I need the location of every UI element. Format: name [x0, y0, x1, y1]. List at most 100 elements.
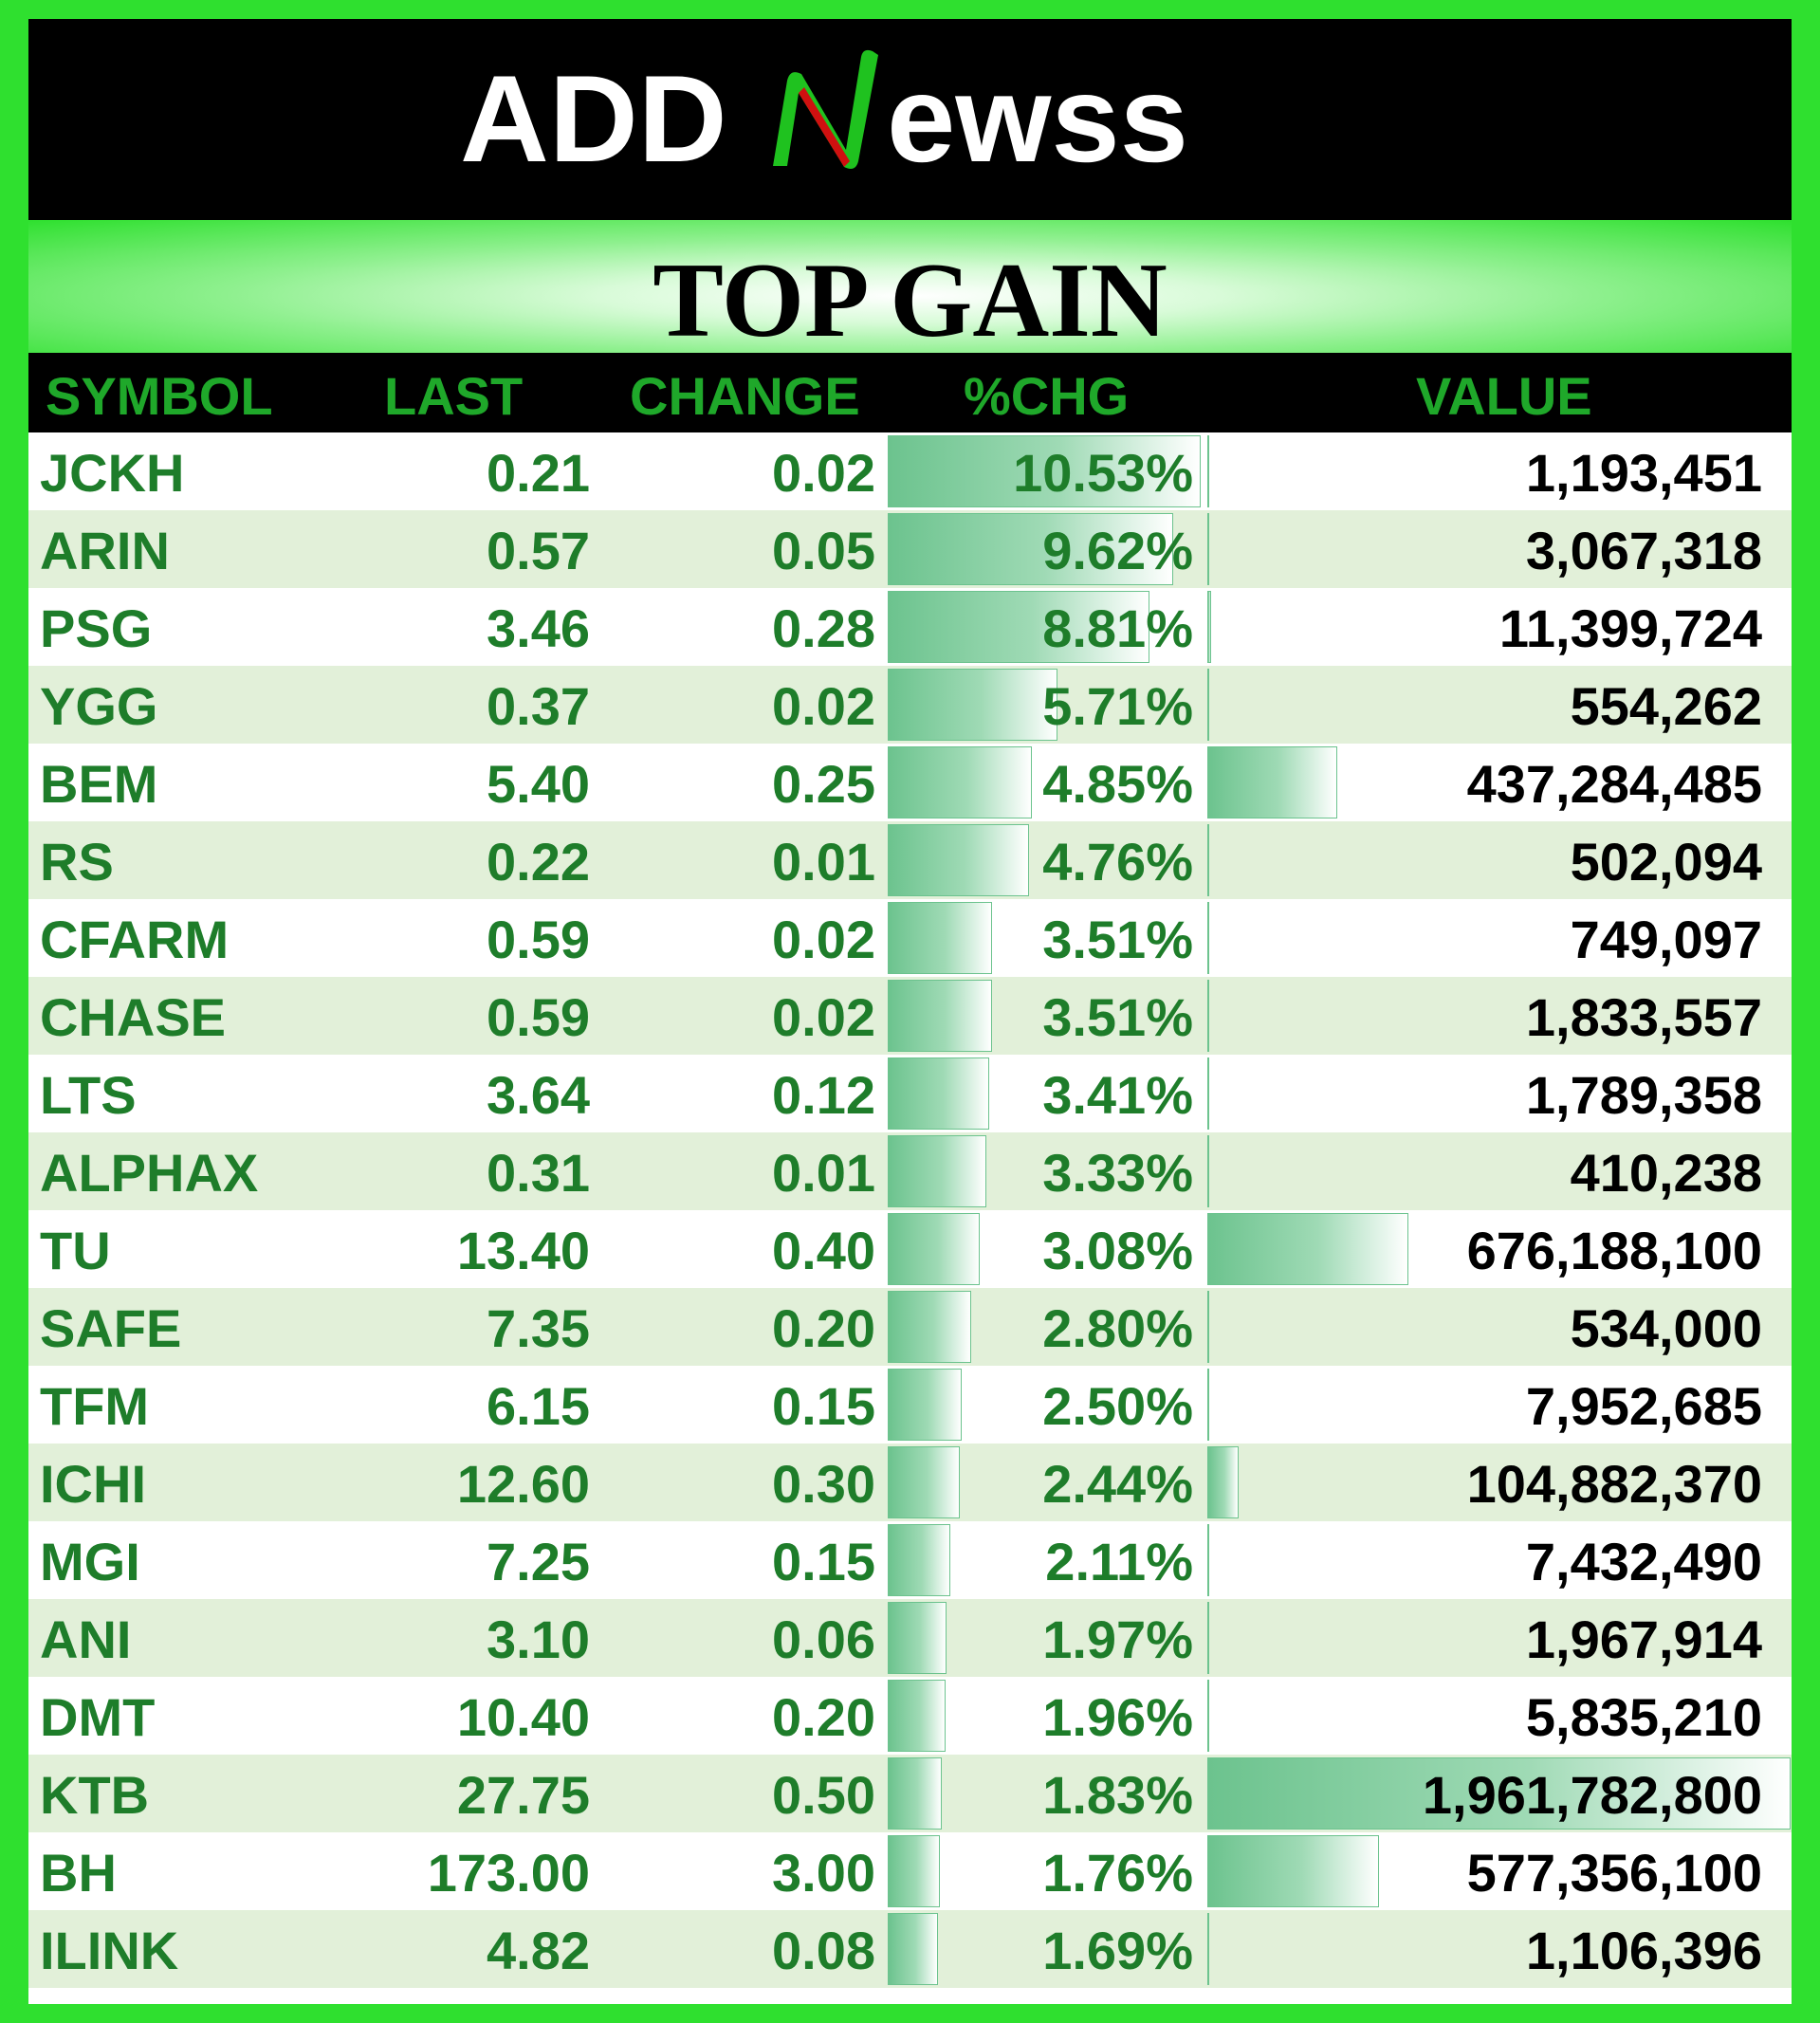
change-cell: 0.02 [772, 910, 875, 969]
last-cell: 3.46 [487, 598, 590, 658]
change-cell: 0.20 [772, 1687, 875, 1747]
table-row: ILINK 4.82 0.08 1.69% 1,106,396 [28, 1910, 1792, 1988]
symbol-cell: PSG [40, 598, 153, 658]
pct-chg-cell: 3.33% [1042, 1143, 1193, 1203]
value-data-bar [1207, 746, 1337, 818]
pct-chg-cell: 1.83% [1042, 1765, 1193, 1825]
last-cell: 3.10 [487, 1609, 590, 1669]
table-row: SAFE 7.35 0.20 2.80% 534,000 [28, 1288, 1792, 1366]
pct-chg-data-bar [888, 435, 1201, 507]
value-data-bar [1207, 1913, 1209, 1985]
last-cell: 6.15 [487, 1376, 590, 1436]
last-cell: 0.31 [487, 1143, 590, 1203]
last-cell: 7.25 [487, 1532, 590, 1591]
title-band: TOP GAIN [28, 220, 1792, 372]
pct-chg-data-bar [888, 1446, 960, 1518]
value-cell: 5,835,210 [1525, 1687, 1762, 1747]
table-row: CFARM 0.59 0.02 3.51% 749,097 [28, 899, 1792, 977]
pct-chg-cell: 3.51% [1042, 987, 1193, 1047]
pct-chg-cell: 10.53% [1013, 443, 1193, 503]
last-cell: 3.64 [487, 1065, 590, 1125]
value-cell: 11,399,724 [1498, 598, 1762, 658]
change-cell: 3.00 [772, 1843, 875, 1903]
pct-chg-cell: 2.50% [1042, 1376, 1193, 1436]
value-cell: 749,097 [1570, 910, 1762, 969]
value-data-bar [1207, 824, 1209, 896]
change-cell: 0.12 [772, 1065, 875, 1125]
symbol-cell: LTS [40, 1065, 137, 1125]
table-row: TFM 6.15 0.15 2.50% 7,952,685 [28, 1366, 1792, 1444]
value-cell: 7,432,490 [1525, 1532, 1762, 1591]
page-title: TOP GAIN [653, 242, 1167, 359]
pct-chg-data-bar [888, 591, 1149, 663]
table-row: JCKH 0.21 0.02 10.53% 1,193,451 [28, 432, 1792, 510]
value-data-bar [1207, 1135, 1209, 1207]
last-cell: 0.21 [487, 443, 590, 503]
value-data-bar [1207, 1524, 1209, 1596]
table-row: RS 0.22 0.01 4.76% 502,094 [28, 821, 1792, 899]
value-cell: 1,967,914 [1525, 1609, 1762, 1669]
value-data-bar [1207, 513, 1209, 585]
value-cell: 676,188,100 [1466, 1221, 1762, 1280]
value-cell: 410,238 [1570, 1143, 1762, 1203]
change-cell: 0.01 [772, 1143, 875, 1203]
symbol-cell: JCKH [40, 443, 185, 503]
last-cell: 0.22 [487, 832, 590, 892]
value-data-bar [1207, 1369, 1209, 1441]
value-data-bar [1207, 902, 1209, 974]
value-cell: 534,000 [1570, 1298, 1762, 1358]
value-cell: 1,789,358 [1525, 1065, 1762, 1125]
pct-chg-cell: 1.96% [1042, 1687, 1193, 1747]
pct-chg-cell: 2.44% [1042, 1454, 1193, 1514]
value-data-bar [1207, 1213, 1408, 1285]
pct-chg-data-bar [888, 824, 1029, 896]
symbol-cell: TFM [40, 1376, 150, 1436]
last-cell: 12.60 [456, 1454, 590, 1514]
value-data-bar [1207, 1291, 1209, 1363]
table-row: BEM 5.40 0.25 4.85% 437,284,485 [28, 744, 1792, 821]
column-header-last: LAST [384, 366, 524, 426]
symbol-cell: KTB [40, 1765, 150, 1825]
value-cell: 7,952,685 [1525, 1376, 1762, 1436]
pct-chg-data-bar [888, 1602, 947, 1674]
pct-chg-data-bar [888, 1369, 962, 1441]
table-row: YGG 0.37 0.02 5.71% 554,262 [28, 666, 1792, 744]
symbol-cell: RS [40, 832, 114, 892]
value-data-bar [1207, 1680, 1209, 1752]
logo-text-right: ewss [887, 49, 1188, 188]
table-row: LTS 3.64 0.12 3.41% 1,789,358 [28, 1055, 1792, 1132]
value-data-bar [1207, 1757, 1791, 1830]
value-data-bar [1207, 1446, 1239, 1518]
pct-chg-data-bar [888, 1291, 971, 1363]
pct-chg-data-bar [888, 1913, 938, 1985]
value-cell: 502,094 [1570, 832, 1762, 892]
pct-chg-cell: 5.71% [1042, 676, 1193, 736]
change-cell: 0.20 [772, 1298, 875, 1358]
value-cell: 1,193,451 [1525, 443, 1762, 503]
change-cell: 0.50 [772, 1765, 875, 1825]
pct-chg-data-bar [888, 746, 1032, 818]
pct-chg-data-bar [888, 1524, 950, 1596]
value-cell: 1,833,557 [1525, 987, 1762, 1047]
symbol-cell: MGI [40, 1532, 140, 1591]
pct-chg-data-bar [888, 1135, 986, 1207]
pct-chg-data-bar [888, 1057, 989, 1130]
last-cell: 173.00 [427, 1843, 590, 1903]
last-cell: 0.59 [487, 987, 590, 1047]
symbol-cell: ILINK [40, 1921, 179, 1980]
column-header-pct-chg: %CHG [964, 366, 1130, 426]
pct-chg-data-bar [888, 902, 992, 974]
table-row: ANI 3.10 0.06 1.97% 1,967,914 [28, 1599, 1792, 1677]
pct-chg-cell: 2.80% [1042, 1298, 1193, 1358]
symbol-cell: ICHI [40, 1454, 146, 1514]
pct-chg-cell: 8.81% [1042, 598, 1193, 658]
last-cell: 0.57 [487, 521, 590, 580]
value-cell: 1,961,782,800 [1422, 1765, 1762, 1825]
value-cell: 104,882,370 [1466, 1454, 1762, 1514]
addnewss-logo: ADD ewss [460, 49, 1188, 188]
table-row: ICHI 12.60 0.30 2.44% 104,882,370 [28, 1444, 1792, 1521]
pct-chg-cell: 3.08% [1042, 1221, 1193, 1280]
symbol-cell: CFARM [40, 910, 230, 969]
pct-chg-data-bar [888, 1835, 940, 1907]
value-data-bar [1207, 591, 1211, 663]
